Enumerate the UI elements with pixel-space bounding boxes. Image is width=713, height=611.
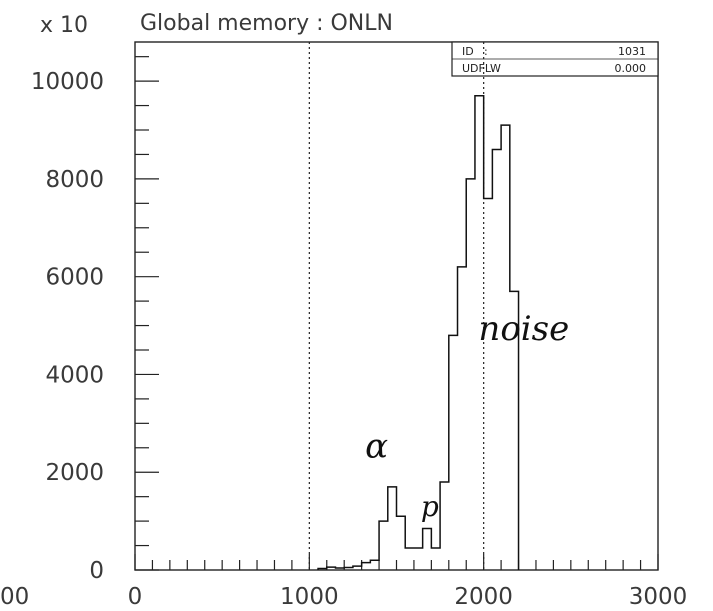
histogram-bin bbox=[449, 335, 458, 570]
stats-value-udflw: 0.000 bbox=[615, 62, 647, 75]
y-tick-label: 2000 bbox=[45, 460, 104, 486]
x-tick-label: 0 bbox=[128, 584, 143, 610]
axis-ticks bbox=[134, 56, 659, 571]
handwritten-annotations: αp noise bbox=[365, 309, 569, 523]
histogram-bin bbox=[414, 548, 423, 570]
histogram-bin bbox=[423, 528, 432, 570]
y-tick-label: 4000 bbox=[45, 362, 104, 388]
stats-key-udflw: UDFLW bbox=[462, 62, 501, 75]
annotation-noise: noise bbox=[478, 309, 569, 349]
stats-value-id: 1031 bbox=[618, 45, 646, 58]
histogram-bins bbox=[317, 95, 520, 570]
histogram-bin bbox=[397, 516, 406, 570]
histogram-bin bbox=[466, 179, 475, 570]
annotation-alpha: α bbox=[365, 427, 388, 467]
annotation-p: p bbox=[421, 490, 439, 523]
histogram-bin bbox=[484, 198, 493, 570]
histogram-bin bbox=[405, 548, 414, 570]
x-tick-label: 2000 bbox=[454, 584, 513, 610]
histogram-outline bbox=[317, 95, 520, 570]
stats-box: ID : 1031 UDFLW 0.000 bbox=[451, 41, 659, 77]
x-tick-labels: 0 1000 2000 3000 bbox=[128, 584, 688, 610]
histogram-bin bbox=[458, 267, 467, 570]
y-tick-label: 10000 bbox=[31, 69, 104, 95]
histogram-bin bbox=[379, 521, 388, 570]
y-tick-labels: 0 2000 4000 6000 8000 10000 bbox=[31, 69, 104, 584]
y-tick-label: 0 bbox=[89, 558, 104, 584]
histogram-bin bbox=[440, 482, 449, 570]
stats-key-id: ID bbox=[462, 45, 474, 58]
chart-title: Global memory : ONLN bbox=[140, 11, 393, 36]
stats-separator: : bbox=[484, 45, 488, 58]
histogram-bin bbox=[370, 560, 379, 570]
histogram-bin bbox=[492, 150, 501, 570]
histogram-bin bbox=[431, 548, 440, 570]
histogram-bin bbox=[362, 563, 371, 570]
y-tick-label: 8000 bbox=[45, 167, 104, 193]
histogram-bin bbox=[388, 487, 397, 570]
dotted-marker-lines bbox=[308, 42, 485, 570]
x-tick-label: 1000 bbox=[280, 584, 339, 610]
y-multiplier-label: x 10 bbox=[40, 13, 88, 38]
y-tick-label: 6000 bbox=[45, 265, 104, 291]
left-cut-label: 00 bbox=[0, 584, 29, 610]
x-tick-label: 3000 bbox=[629, 584, 688, 610]
